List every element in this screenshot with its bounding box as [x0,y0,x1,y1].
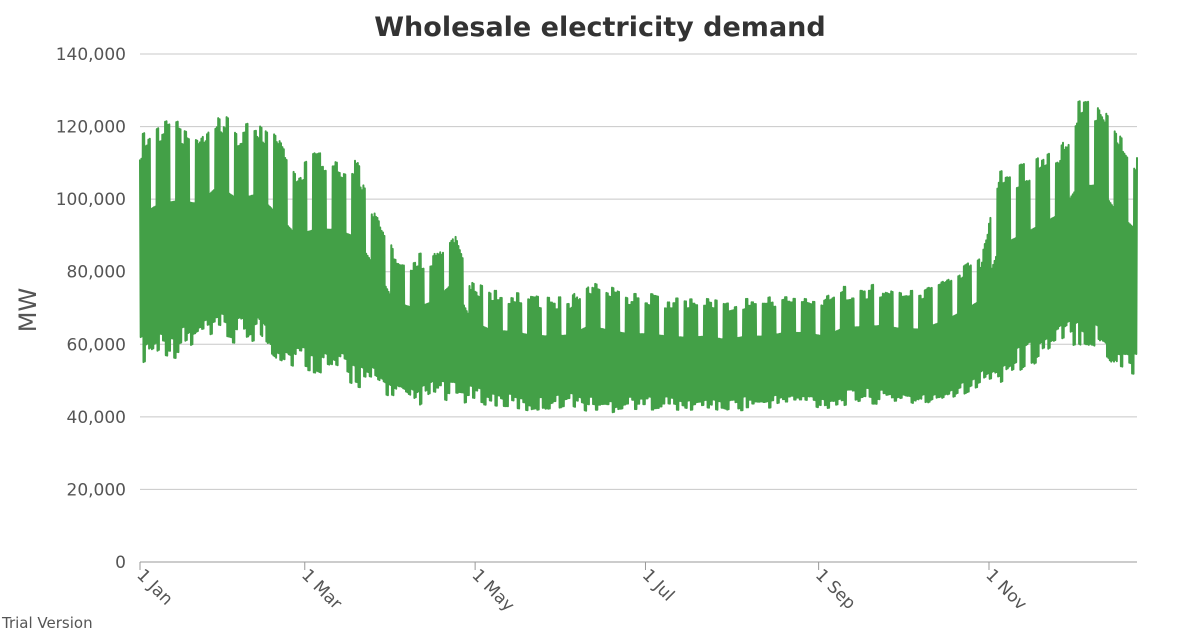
y-tick-label: 60,000 [67,335,126,355]
x-tick-label: 1 Mar [297,565,345,613]
y-tick-label: 0 [115,553,126,573]
chart-title: Wholesale electricity demand [374,12,825,43]
x-tick-label: 1 Sep [811,565,859,613]
y-axis-label: MW [14,288,42,332]
y-tick-label: 20,000 [67,480,126,500]
y-tick-label: 120,000 [56,118,126,138]
y-tick-label: 40,000 [67,408,126,428]
x-tick-label: 1 Jul [638,565,678,605]
trial-version-watermark: Trial Version [2,614,93,632]
x-tick-label: 1 Jan [132,565,176,609]
y-tick-label: 140,000 [56,45,126,65]
y-axis-ticks: 0 20,000 40,000 60,000 80,000 100,000 120,000 1… [56,45,126,573]
y-tick-label: 100,000 [56,190,126,210]
x-tick-label: 1 Nov [981,565,1030,614]
x-tick-label: 1 May [468,565,518,615]
series-line-demand [139,100,1138,414]
y-tick-label: 80,000 [67,263,126,283]
x-axis-ticks: 1 Jan 1 Mar 1 May 1 Jul 1 Sep 1 Nov [132,562,1031,616]
demand-series [139,100,1138,414]
